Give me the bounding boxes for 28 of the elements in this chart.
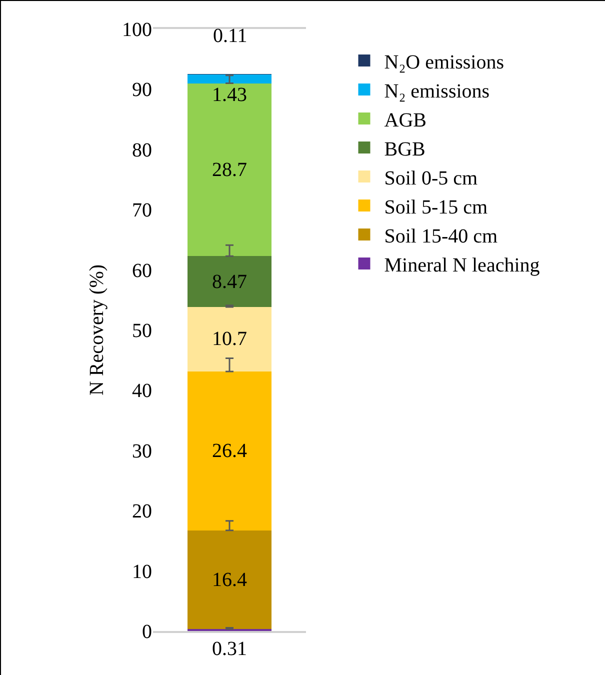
data-label: 0.31 <box>212 638 247 660</box>
y-axis-title: N Recovery (%) <box>86 264 108 396</box>
legend-label: Mineral N leaching <box>384 254 540 276</box>
y-tick-label: 90 <box>132 79 152 102</box>
legend-label: Soil 0-5 cm <box>384 167 478 190</box>
y-tick-label: 0 <box>142 621 152 643</box>
data-label: 8.47 <box>212 271 247 293</box>
legend-label: N₂ emissions <box>384 80 490 102</box>
y-tick-label: 10 <box>132 560 152 583</box>
data-label: 28.7 <box>212 159 247 181</box>
legend-label: N₂O emissions <box>384 51 504 74</box>
data-label: 0.11 <box>213 25 248 47</box>
legend-label: Soil 15-40 cm <box>384 225 498 248</box>
y-tick-label: 50 <box>132 320 152 342</box>
y-tick-label: 30 <box>132 440 152 462</box>
legend-label: Soil 5-15 cm <box>384 196 488 218</box>
data-label: 1.43 <box>212 84 247 106</box>
y-tick-label: 100 <box>122 19 152 41</box>
legend-label: AGB <box>384 109 426 132</box>
data-label: 16.4 <box>212 569 247 591</box>
y-tick-label: 70 <box>132 200 152 222</box>
y-tick-label: 20 <box>132 500 152 523</box>
data-label: 26.4 <box>212 440 247 462</box>
legend-label: BGB <box>384 138 426 160</box>
data-label: 10.7 <box>212 328 247 350</box>
y-tick-label: 40 <box>132 380 152 402</box>
y-tick-label: 60 <box>132 260 152 282</box>
y-tick-label: 80 <box>132 139 152 162</box>
